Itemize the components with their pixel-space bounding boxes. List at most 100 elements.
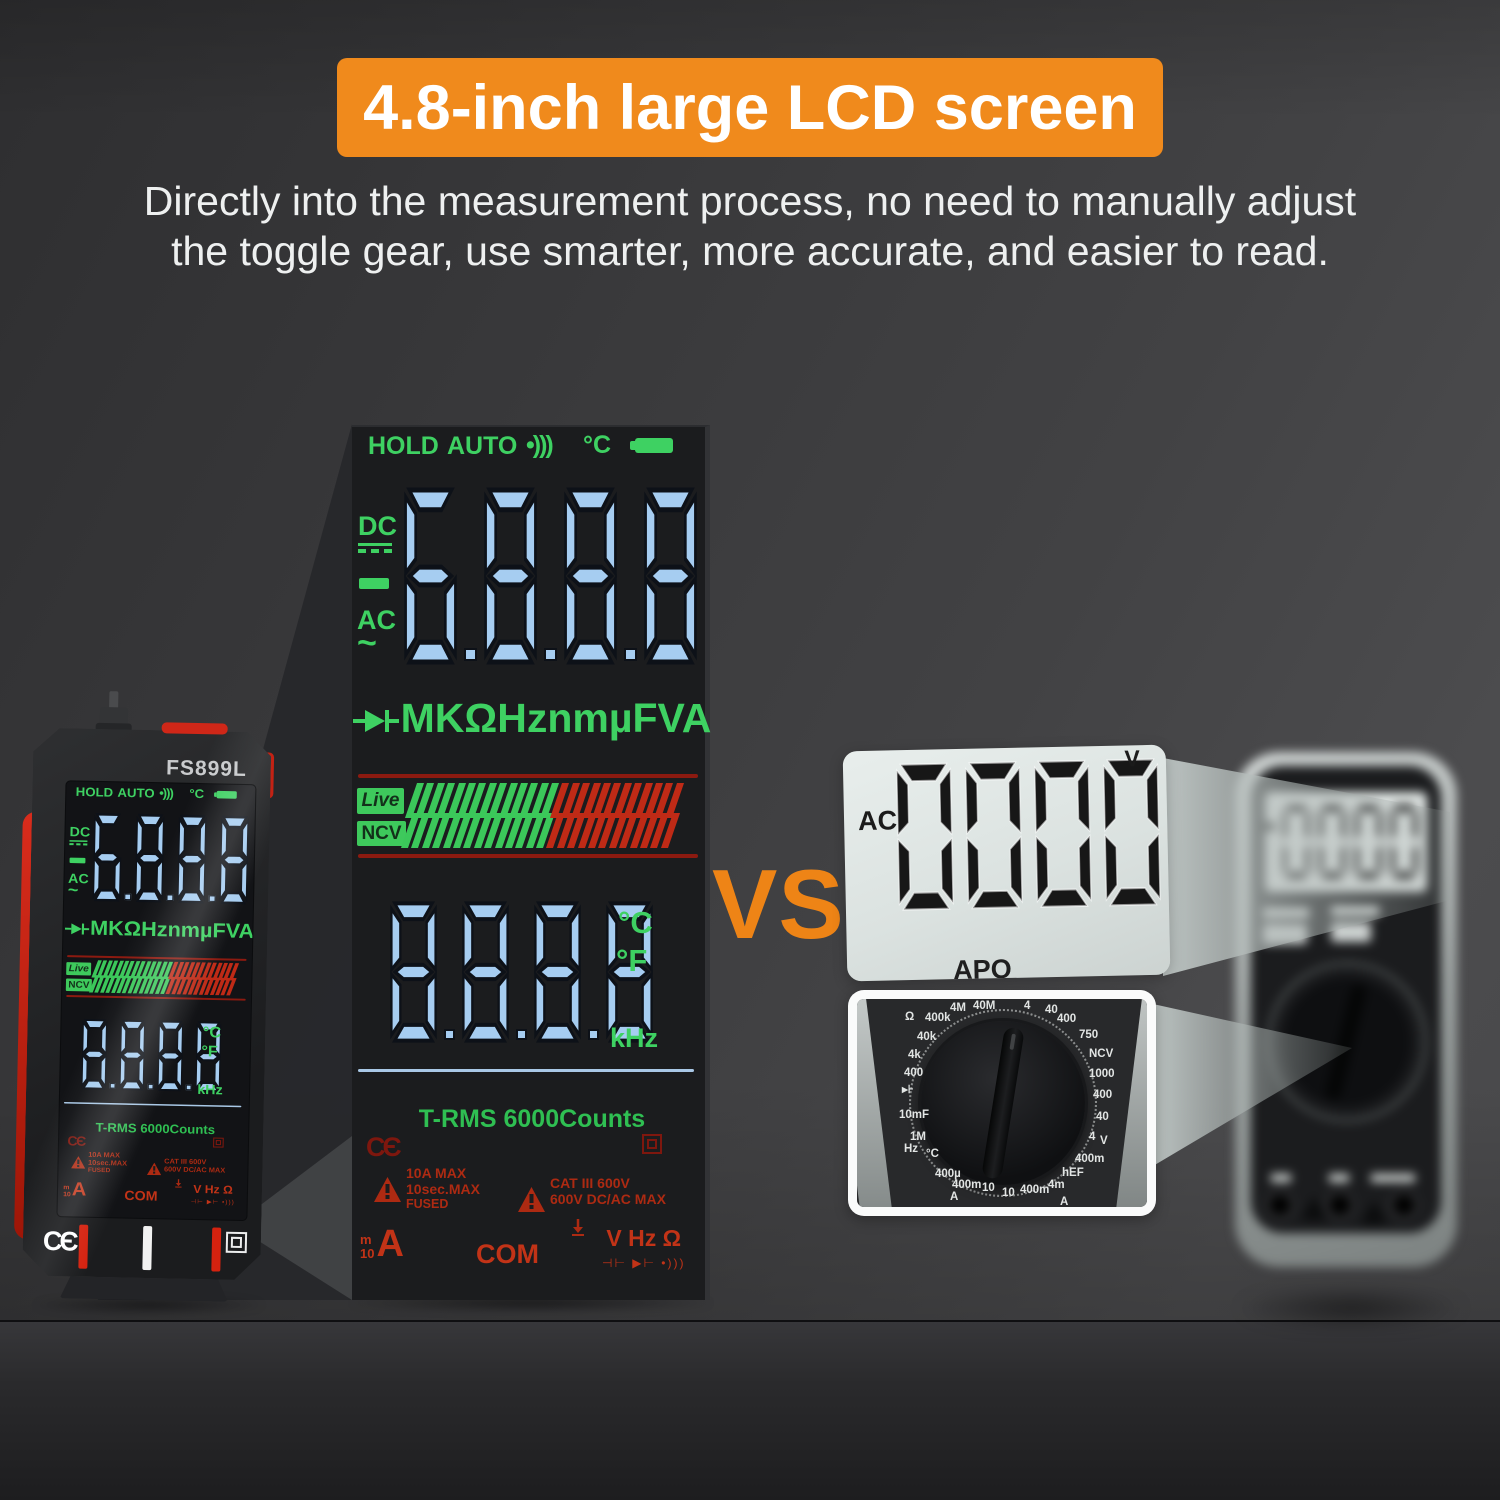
warning-triangle-icon	[71, 1156, 86, 1169]
ncv-sound-icon: •)))	[526, 431, 554, 459]
ncv-indicator: NCV	[357, 821, 406, 846]
old-meter-digits	[895, 757, 1162, 912]
dial-range-label: 400	[1057, 1013, 1077, 1025]
input-jack	[1389, 1190, 1419, 1220]
units-row: MKΩHznmµFVA	[352, 695, 712, 742]
body-glare	[22, 728, 271, 1281]
device-stand	[60, 1276, 228, 1302]
title-banner: 4.8-inch large LCD screen	[337, 58, 1163, 157]
ground-icon	[174, 1179, 183, 1188]
dial-range-label: 40M	[973, 1000, 996, 1012]
enlarged-lcd-panel: HOLD AUTO •))) °C DC AC ~ MKΩHznmµFVA Liv…	[352, 425, 712, 1300]
terminal-label-vhzohm: V Hz Ω ⊣⊢ ▶⊢ •)))	[602, 1225, 686, 1270]
dc-indicator: DC	[358, 513, 397, 553]
device-screen: HOLD AUTO •))) °C DC AC~ MKΩHznmµFVA Liv…	[56, 780, 256, 1221]
temp-unit-indicator: °C	[583, 431, 612, 459]
battery-icon	[630, 438, 673, 453]
dial-range-label: V	[1100, 1135, 1108, 1147]
rotary-knob	[921, 1021, 1085, 1185]
fahrenheit-unit: °F	[616, 943, 648, 978]
primary-reading	[92, 813, 249, 905]
dial-range-label: 40	[1045, 1004, 1058, 1016]
bargraph-segment	[432, 783, 455, 848]
dial-range-label: 400m	[1020, 1184, 1050, 1196]
warning-triangle-icon	[1301, 1196, 1327, 1220]
old-meter-dial-zoom: Ω 400k 4M 40M 4 40 400 750 NCV 1000 400 40 4 V 400m hEF…	[848, 990, 1156, 1216]
dial-range-label: 4m	[1048, 1179, 1065, 1191]
dial-range-label: 40k	[917, 1031, 937, 1043]
dial-range-label: 4k	[908, 1049, 921, 1061]
input-jack	[1265, 1190, 1295, 1220]
dial-range-label: A	[1060, 1196, 1069, 1207]
jack-label	[1271, 1174, 1291, 1182]
description-line2: the toggle gear, use smarter, more accur…	[171, 228, 1329, 275]
dial-range-label: NCV	[1089, 1048, 1114, 1060]
knob-ridge	[981, 1026, 1025, 1180]
bargraph-segment	[463, 783, 486, 848]
bargraph-segment	[567, 783, 590, 848]
dial-range-label: 400	[1093, 1089, 1113, 1101]
dial-range-label: 1M	[910, 1131, 926, 1143]
terminal-label-com: COM	[476, 1239, 539, 1269]
units-row: MKΩHznmµFVA	[64, 916, 255, 943]
dial-range-label: 4	[1089, 1131, 1096, 1143]
meter-side-rail	[1114, 999, 1147, 1207]
ncv-bargraph	[400, 783, 684, 848]
dial-range-label: 400k	[925, 1012, 951, 1024]
warning-block-voltage: CAT III 600V 600V DC/AC MAX	[147, 1157, 225, 1175]
dial-range-label: 400	[904, 1067, 924, 1079]
warning-triangle-icon	[374, 1177, 401, 1202]
secondary-reading	[81, 1019, 221, 1093]
celsius-unit: °C	[618, 905, 653, 940]
ce-mark: CЄ	[366, 1132, 402, 1162]
secondary-reading	[390, 901, 653, 1043]
auto-indicator: AUTO	[447, 432, 518, 460]
dial-range-label: 400µ	[935, 1168, 961, 1180]
dial-range-label: 400m	[952, 1179, 982, 1191]
dial-range-label: 400m	[1075, 1153, 1105, 1165]
device-body: FS899L HOLD AUTO •))) °C DC AC~ MKΩHznmµ…	[22, 728, 271, 1281]
separator-line	[358, 1069, 694, 1072]
dial-range-label: 750	[1079, 1029, 1099, 1041]
warning-triangle-icon	[518, 1187, 545, 1212]
old-meter-display-zoom: AC V APO	[842, 744, 1171, 982]
warning-block-current: 10A MAX 10sec.MAX FUSED	[374, 1165, 480, 1212]
diode-icon	[352, 710, 399, 732]
floor-surface	[0, 1320, 1500, 1500]
warning-block-current: 10A MAX 10sec.MAX FUSED	[71, 1150, 127, 1174]
khz-unit: kHz	[610, 1023, 659, 1053]
old-volt-indicator: V	[1124, 745, 1141, 772]
dial-range-label: A	[950, 1191, 959, 1203]
jack-label	[1329, 1174, 1349, 1182]
dial-range-label: Hz	[904, 1143, 919, 1155]
square-icon	[642, 1134, 662, 1154]
dial-range-label: 4	[1024, 1000, 1031, 1012]
bargraph-segment	[660, 783, 684, 848]
dial-range-label: 10	[982, 1182, 995, 1194]
fs899l-multimeter: FS899L HOLD AUTO •))) °C DC AC~ MKΩHznmµ…	[13, 690, 275, 1309]
old-meter-shadow	[1238, 1286, 1464, 1330]
separator-line	[358, 774, 698, 778]
bargraph-segment	[515, 783, 538, 848]
warning-triangle-icon	[147, 1163, 162, 1176]
bargraph-segment	[619, 783, 642, 848]
dial-range-label: Ω	[905, 1011, 915, 1023]
description-text: Directly into the measurement process, n…	[0, 176, 1500, 276]
diode-icon	[65, 922, 90, 935]
dial-photo: Ω 400k 4M 40M 4 40 400 750 NCV 1000 400 40 4 V 400m hEF…	[857, 999, 1147, 1207]
separator-line	[358, 854, 698, 858]
dial-range-label: 1000	[1089, 1068, 1115, 1080]
description-line1: Directly into the measurement process, n…	[143, 178, 1357, 224]
ac-indicator: AC~	[357, 605, 396, 662]
counts-label: T-RMS 6000Counts	[418, 1105, 646, 1133]
dial-dot-ring	[909, 1009, 1097, 1197]
dial-range-label: hEF	[1062, 1167, 1084, 1179]
warning-triangle-icon	[1361, 1200, 1387, 1224]
dial-range-label: ▸⊦	[902, 1084, 914, 1096]
top-accent-bar	[161, 722, 228, 735]
old-ac-indicator: AC	[857, 805, 898, 837]
live-indicator: Live	[357, 788, 404, 814]
page-title: 4.8-inch large LCD screen	[363, 72, 1137, 143]
jack-label	[1371, 1174, 1415, 1182]
